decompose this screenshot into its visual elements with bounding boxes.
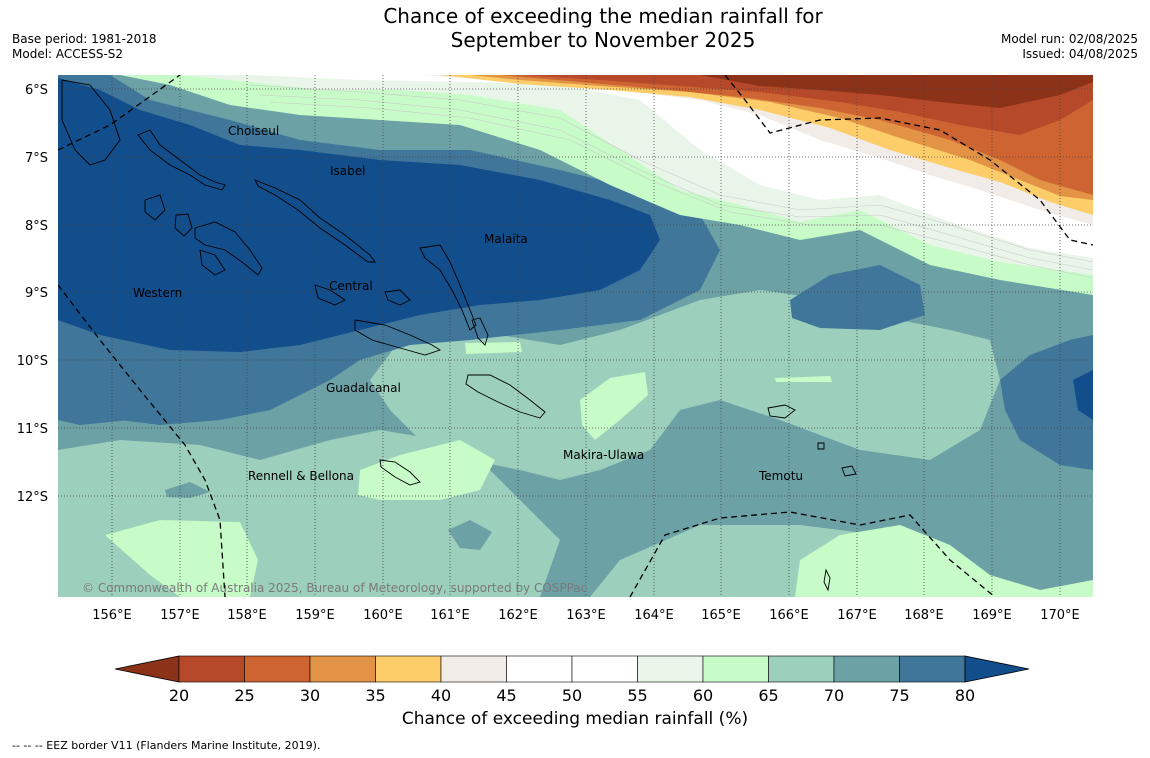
region-label-central: Central: [329, 279, 373, 293]
lat-label: 11°S: [17, 422, 48, 437]
lat-label: 6°S: [25, 83, 48, 98]
lon-label: 157°E: [160, 608, 200, 623]
colorbar-tick-label: 30: [300, 686, 320, 705]
colorbar-tick-label: 75: [889, 686, 909, 705]
patch-70-75-b: [165, 482, 210, 498]
latitude-labels: 6°S 7°S 8°S 9°S 10°S 11°S 12°S: [17, 83, 48, 505]
lon-label: 170°E: [1040, 608, 1080, 623]
colorbar-swatch: [571, 655, 638, 683]
patch-60-65-d: [105, 520, 258, 597]
lon-label: 166°E: [769, 608, 809, 623]
island-outlines: [61, 79, 857, 592]
lon-label: 164°E: [634, 608, 674, 623]
lon-label: 165°E: [701, 608, 741, 623]
patch-70-75-a: [448, 520, 492, 550]
colorbar-swatch: [309, 655, 376, 683]
region-label-malaita: Malaita: [484, 232, 528, 246]
probability-contours: Choiseul Isabel Malaita Western Central …: [58, 75, 1093, 597]
band-65-70-inner: [370, 290, 1000, 480]
colorbar-tick-label: 70: [824, 686, 844, 705]
eez-borders: [58, 75, 1093, 597]
colorbar-swatch: [506, 655, 573, 683]
longitude-labels: 156°E 157°E 158°E 159°E 160°E 161°E 162°…: [92, 608, 1080, 623]
base-period: Base period: 1981-2018: [12, 32, 157, 46]
colorbar-tick-label: 80: [955, 686, 975, 705]
colorbar-swatch: [833, 655, 900, 683]
model-name: Model: ACCESS-S2: [12, 47, 124, 61]
patch-60-65-e: [795, 525, 1093, 597]
band-75-80-center: [790, 265, 925, 330]
colorbar-tick-label: 40: [431, 686, 451, 705]
colorbar-tick-label: 20: [169, 686, 189, 705]
region-label-rennell-bellona: Rennell & Bellona: [248, 469, 354, 483]
colorbar-tick-label: 35: [365, 686, 385, 705]
issued-date: Issued: 04/08/2025: [1022, 47, 1138, 61]
region-label-choiseul: Choiseul: [228, 124, 279, 138]
colorbar-swatch: [244, 655, 311, 683]
lon-label: 168°E: [904, 608, 944, 623]
colorbar-swatch: [375, 655, 442, 683]
lon-label: 158°E: [227, 608, 267, 623]
band-75-80-east: [1000, 335, 1093, 470]
region-label-temotu: Temotu: [758, 469, 803, 483]
title-line-2: September to November 2025: [450, 28, 756, 52]
colorbar-tick-label: 60: [693, 686, 713, 705]
band-55-60: [180, 75, 1093, 275]
colorbar-tick-label: 65: [758, 686, 778, 705]
lat-label: 10°S: [17, 354, 48, 369]
colorbar-swatch: [178, 655, 245, 683]
colorbar-tick-label: 55: [627, 686, 647, 705]
band-above-80-east: [1073, 370, 1093, 420]
lon-label: 163°E: [566, 608, 606, 623]
copyright-notice: © Commonwealth of Australia 2025, Bureau…: [82, 581, 587, 595]
run-info: Model run: 02/08/2025 Issued: 04/08/2025: [1001, 32, 1138, 62]
lat-label: 8°S: [25, 219, 48, 234]
patch-60-65-a: [580, 372, 648, 440]
colorbar-swatch: [899, 655, 966, 683]
model-run-date: Model run: 02/08/2025: [1000, 32, 1138, 46]
colorbar-swatch: [702, 655, 769, 683]
contour-lines: [249, 84, 1093, 279]
model-info: Base period: 1981-2018 Model: ACCESS-S2: [12, 32, 157, 62]
patch-60-65-b: [465, 342, 522, 354]
colorbar-swatch: [440, 655, 507, 683]
region-label-western: Western: [133, 286, 182, 300]
colorbar-title: Chance of exceeding median rainfall (%): [401, 709, 749, 729]
colorbar-swatch: [637, 655, 704, 683]
band-above-80: [58, 78, 660, 352]
region-label-makira-ulawa: Makira-Ulawa: [563, 448, 644, 462]
lon-label: 160°E: [363, 608, 403, 623]
lon-label: 167°E: [837, 608, 877, 623]
map-title: Chance of exceeding the median rainfall …: [300, 4, 906, 52]
colorbar-tick-label: 25: [234, 686, 254, 705]
region-label-isabel: Isabel: [330, 164, 365, 178]
lon-label: 162°E: [498, 608, 538, 623]
eez-footnote: -- -- -- EEZ border V11 (Flanders Marine…: [12, 739, 321, 752]
lon-label: 159°E: [295, 608, 335, 623]
colorbar-arrow-low: [114, 655, 180, 683]
colorbar-tick-label: 50: [562, 686, 582, 705]
title-line-1: Chance of exceeding the median rainfall …: [383, 4, 823, 28]
colorbar: 20 25 30 35 40 45 50 55 60 65 70 75 80: [114, 655, 1030, 705]
lon-label: 156°E: [92, 608, 132, 623]
lat-label: 12°S: [17, 490, 48, 505]
graticule: [58, 75, 1093, 597]
patch-75-80-west: [58, 388, 180, 425]
band-below-20: [700, 75, 1093, 108]
lon-label: 161°E: [430, 608, 470, 623]
lon-label: 169°E: [972, 608, 1012, 623]
colorbar-tick-label: 45: [496, 686, 516, 705]
patch-60-65-c: [358, 440, 495, 500]
colorbar-swatch: [768, 655, 835, 683]
lat-label: 7°S: [25, 151, 48, 166]
lat-label: 9°S: [25, 286, 48, 301]
colorbar-arrow-high: [964, 655, 1030, 683]
region-label-guadalcanal: Guadalcanal: [326, 381, 401, 395]
region-labels: Choiseul Isabel Malaita Western Central …: [133, 124, 803, 483]
patch-60-65-f: [775, 376, 832, 382]
